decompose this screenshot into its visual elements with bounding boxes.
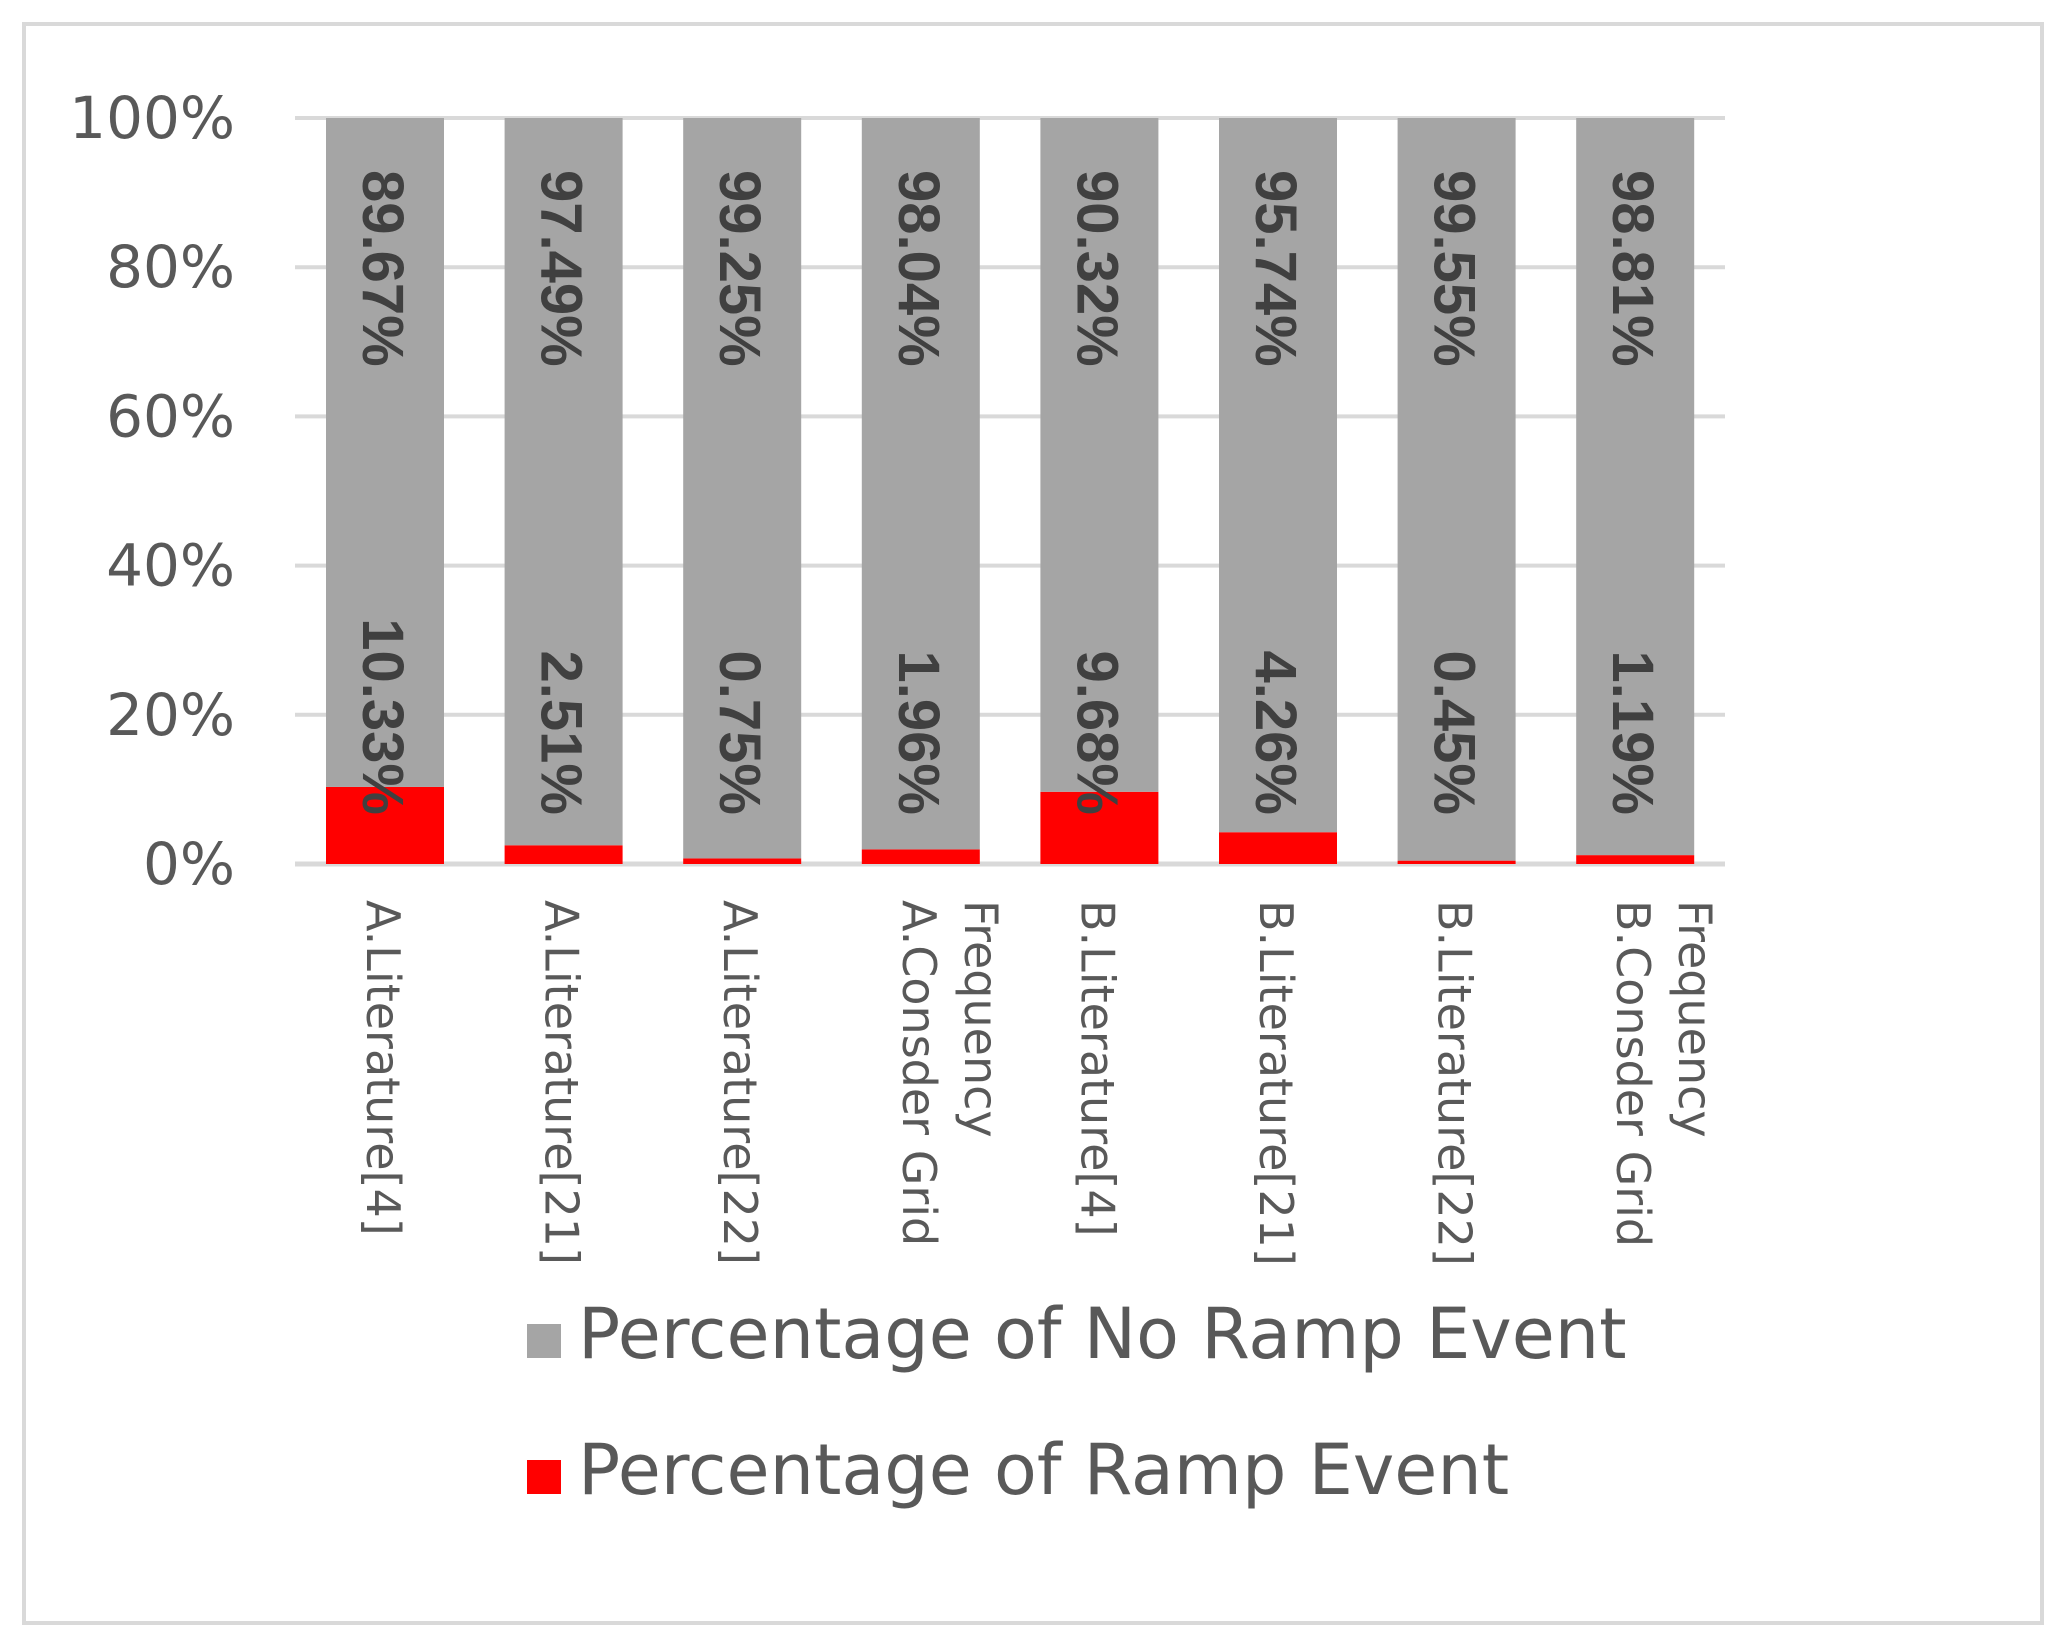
bar-segment-no-ramp — [504, 118, 623, 846]
legend: Percentage of No Ramp Event Percentage of… — [527, 1293, 1627, 1511]
y-tick-label: 0% — [143, 830, 235, 898]
bar-segment-ramp — [1576, 855, 1695, 864]
bar-segment-no-ramp — [326, 118, 444, 787]
bar-segment-no-ramp — [1397, 118, 1516, 861]
x-category-label: B.Literature[4] — [1070, 900, 1124, 1237]
bar-segment-no-ramp — [1576, 118, 1695, 856]
data-label-no-ramp: 97.49% — [529, 170, 594, 367]
x-category-label: A.Literature[22] — [713, 900, 767, 1265]
bar-segment-ramp — [683, 858, 802, 864]
data-label-ramp: 0.75% — [707, 651, 772, 815]
legend-label: Percentage of No Ramp Event — [578, 1293, 1627, 1375]
x-category-label: A.Consder Grid — [892, 900, 946, 1246]
bar-segment-ramp — [861, 849, 980, 864]
data-label-ramp: 1.96% — [886, 651, 951, 815]
bar-segment-ramp — [326, 786, 444, 864]
x-category-label: B.Literature[22] — [1428, 900, 1482, 1266]
bar-segment-no-ramp — [683, 118, 802, 859]
x-category-label: A.Literature[4] — [356, 900, 410, 1236]
x-axis-categories: A.Literature[4] A.Literature[21] A.Literat… — [356, 900, 1722, 1266]
y-tick-label: 20% — [106, 681, 235, 749]
data-label-ramp: 2.51% — [529, 651, 594, 815]
bar-segment-no-ramp — [861, 118, 980, 850]
legend-swatch — [527, 1324, 561, 1358]
data-label-no-ramp: 95.74% — [1243, 170, 1308, 367]
data-label-no-ramp: 98.04% — [886, 170, 951, 367]
data-label-no-ramp: 90.32% — [1064, 170, 1129, 367]
bar-segment-ramp — [1040, 791, 1159, 864]
y-tick-label: 60% — [106, 382, 235, 450]
x-category-label: B.Literature[21] — [1249, 900, 1303, 1266]
legend-swatch — [527, 1460, 561, 1494]
data-label-no-ramp: 99.55% — [1422, 170, 1487, 367]
y-tick-label: 80% — [106, 233, 235, 301]
data-label-ramp: 1.19% — [1600, 651, 1665, 815]
y-tick-label: 40% — [106, 532, 235, 600]
data-label-ramp: 0.45% — [1422, 651, 1487, 815]
data-label-no-ramp: 89.67% — [350, 170, 415, 367]
x-category-label: Frequency — [1668, 900, 1722, 1138]
legend-label: Percentage of Ramp Event — [578, 1429, 1509, 1511]
x-category-label: Frequency — [954, 900, 1008, 1138]
bar-segment-no-ramp — [1219, 118, 1337, 833]
bar-segment-ramp — [1397, 860, 1516, 864]
data-label-ramp: 10.33% — [350, 618, 415, 815]
y-axis-ticks: 0% 20% 40% 60% 80% 100% — [69, 84, 235, 898]
data-label-no-ramp: 98.81% — [1600, 170, 1665, 367]
x-category-label: B.Consder Grid — [1606, 900, 1660, 1247]
data-label-ramp: 9.68% — [1064, 651, 1129, 815]
x-category-label: A.Literature[21] — [535, 900, 589, 1265]
data-label-ramp: 4.26% — [1243, 651, 1308, 815]
bars — [326, 118, 1695, 864]
data-labels: 89.67% 10.33% 97.49% 2.51% 99.25% 0.75% 98.04%… — [350, 170, 1665, 815]
y-tick-label: 100% — [69, 84, 235, 152]
bar-segment-ramp — [504, 845, 623, 864]
data-label-no-ramp: 99.25% — [707, 170, 772, 367]
bar-segment-ramp — [1219, 832, 1337, 864]
bar-segment-no-ramp — [1040, 118, 1159, 792]
